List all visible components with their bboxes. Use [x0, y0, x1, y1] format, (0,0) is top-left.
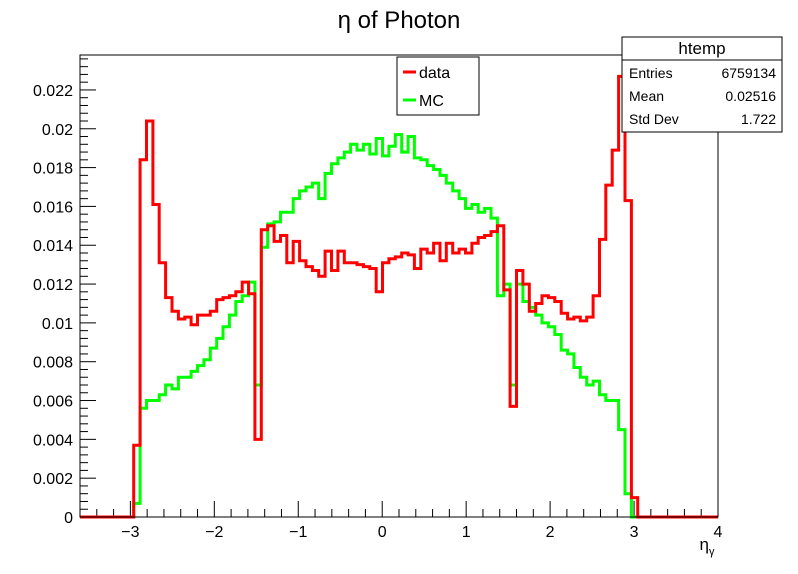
series-layer — [80, 74, 718, 519]
stats-box: htemp Entries 6759134 Mean 0.02516 Std D… — [621, 36, 783, 133]
x-axis-title: ηγ — [700, 535, 715, 558]
x-tick-label: 1 — [462, 524, 471, 541]
axes-layer: 0 0.002 0.004 0.006 0.008 0.01 0.012 0.014 0.016… — [33, 58, 723, 541]
x-axis-title-subscript: γ — [709, 546, 715, 558]
chart-title: η of Photon — [338, 7, 461, 34]
series-mc-histogram — [80, 133, 718, 519]
stats-box-frame — [621, 36, 783, 133]
series-data-histogram — [80, 74, 718, 519]
stats-entries-value: 6759134 — [721, 65, 776, 81]
stats-stddev-value: 1.722 — [741, 111, 776, 127]
x-tick-label: 3 — [630, 524, 639, 541]
y-tick-label: 0.016 — [33, 199, 73, 216]
y-tick-label: 0.012 — [33, 277, 73, 294]
x-tick-label: −3 — [121, 524, 139, 541]
x-tick-label: −2 — [205, 524, 223, 541]
x-tick-label: 4 — [714, 524, 723, 541]
plot-frame — [79, 54, 719, 518]
y-tick-label: 0.022 — [33, 83, 73, 100]
x-tick-label: 0 — [378, 524, 387, 541]
stats-mean-value: 0.02516 — [725, 88, 776, 104]
stats-mean-label: Mean — [629, 88, 664, 104]
legend-label-data: data — [419, 65, 450, 82]
legend-box — [396, 56, 480, 116]
y-tick-label: 0.006 — [33, 394, 73, 411]
legend: data MC — [396, 56, 480, 116]
x-tick-label: 2 — [546, 524, 555, 541]
stats-entries-label: Entries — [629, 65, 673, 81]
y-tick-label: 0.004 — [33, 432, 73, 449]
y-tick-label: 0.002 — [33, 471, 73, 488]
x-tick-label: −1 — [289, 524, 307, 541]
y-tick-label: 0 — [64, 510, 73, 527]
y-tick-label: 0.008 — [33, 355, 73, 372]
y-tick-label: 0.018 — [33, 161, 73, 178]
y-tick-label: 0.02 — [42, 122, 73, 139]
stats-stddev-label: Std Dev — [629, 111, 679, 127]
stats-title: htemp — [678, 39, 725, 58]
legend-label-mc: MC — [419, 93, 444, 110]
x-axis-title-main: η — [700, 535, 709, 554]
y-tick-label: 0.01 — [42, 316, 73, 333]
y-tick-label: 0.014 — [33, 238, 73, 255]
